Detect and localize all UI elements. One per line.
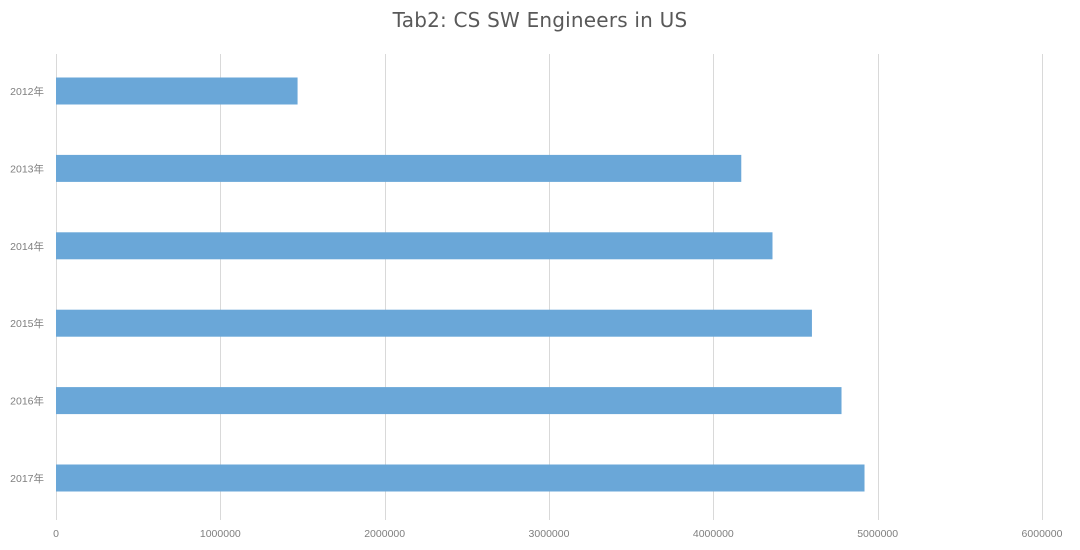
category-label: 2013年 <box>10 162 44 175</box>
x-tick-label: 2000000 <box>364 528 405 540</box>
category-labels: 2012年 2013年 2014年 2015年 2016年 2017年 <box>10 85 44 485</box>
bar-2016 <box>56 387 842 415</box>
gridlines <box>56 54 1043 520</box>
category-label: 2015年 <box>10 317 44 330</box>
bar-2015 <box>56 309 812 337</box>
x-tick-labels: 0 1000000 2000000 3000000 4000000 5000000 6000… <box>53 528 1063 540</box>
category-label: 2012年 <box>10 85 44 98</box>
bars <box>56 77 865 492</box>
x-tick-label: 3000000 <box>529 528 570 540</box>
category-label: 2014年 <box>10 240 44 253</box>
x-tick-label: 6000000 <box>1022 528 1063 540</box>
bar-2013 <box>56 154 742 182</box>
x-tick-label: 4000000 <box>693 528 734 540</box>
bar-2014 <box>56 232 773 260</box>
x-tick-label: 0 <box>53 528 59 540</box>
chart-title: Tab2: CS SW Engineers in US <box>392 8 688 32</box>
category-label: 2016年 <box>10 395 44 408</box>
x-tick-label: 5000000 <box>857 528 898 540</box>
bar-2012 <box>56 77 298 105</box>
x-tick-label: 1000000 <box>200 528 241 540</box>
bar-2017 <box>56 464 865 492</box>
category-label: 2017年 <box>10 472 44 485</box>
